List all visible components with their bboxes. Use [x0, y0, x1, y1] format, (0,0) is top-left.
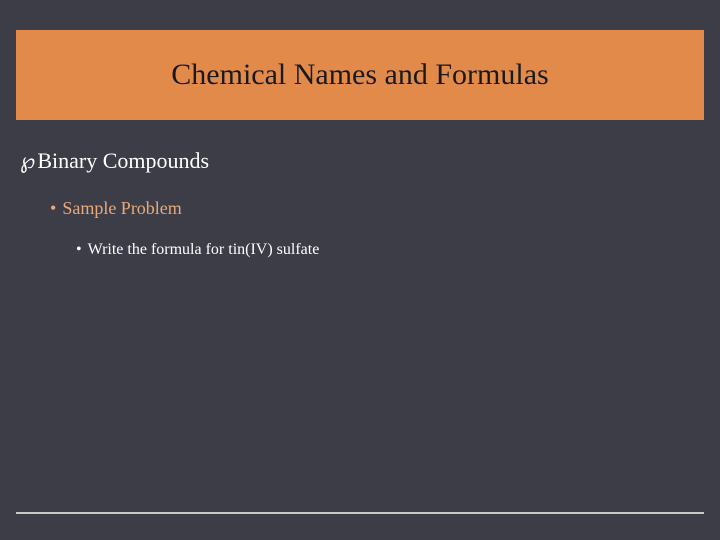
bullet-text-l1: Binary Compounds — [37, 148, 209, 173]
header-bar: Chemical Names and Formulas — [16, 30, 704, 120]
bullet-level-3: • Write the formula for tin(IV) sulfate — [76, 241, 700, 259]
bullet-glyph-l1: ℘ — [20, 148, 35, 174]
bullet-level-1: ℘Binary Compounds — [20, 148, 700, 174]
bullet-text-l3: Write the formula for tin(IV) sulfate — [88, 241, 320, 258]
slide-title: Chemical Names and Formulas — [171, 58, 548, 92]
footer-divider — [16, 512, 704, 514]
bullet-text-l2: Sample Problem — [62, 198, 182, 218]
bullet-glyph-l2: • — [50, 198, 56, 218]
slide-content: ℘Binary Compounds • Sample Problem • Write… — [20, 148, 700, 259]
bullet-level-2: • Sample Problem — [50, 198, 700, 219]
bullet-glyph-l3: • — [76, 241, 82, 258]
